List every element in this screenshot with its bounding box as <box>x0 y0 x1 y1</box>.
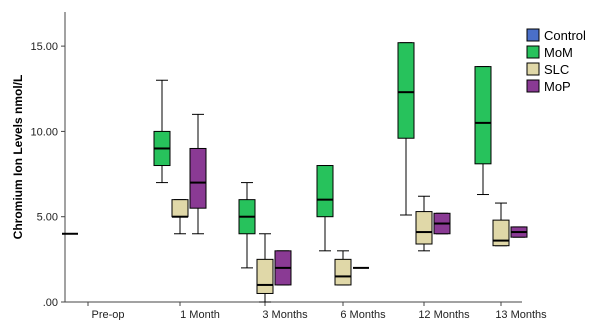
x-tick-label: 12 Months <box>418 309 470 320</box>
x-tick-label: 13 Months <box>495 309 547 320</box>
y-tick-label: 5.00 <box>37 212 58 224</box>
legend-swatch-slc <box>526 62 540 76</box>
legend-label-mop: MoP <box>544 79 571 94</box>
y-tick-label: 15.00 <box>30 41 58 53</box>
box-mom-5 <box>474 66 492 196</box>
box-mop-5 <box>510 226 528 238</box>
box-slc-3 <box>334 250 352 286</box>
axes <box>61 12 522 306</box>
box-iqr <box>334 258 352 286</box>
box-mop-1 <box>189 113 207 235</box>
box-iqr <box>256 258 274 294</box>
x-tick-label: 3 Months <box>262 309 308 320</box>
x-tick-label: Pre-op <box>91 309 124 320</box>
legend-swatch-mop <box>526 79 540 93</box>
box-mom-1 <box>153 79 171 184</box>
box-slc-1 <box>171 199 189 235</box>
box-iqr <box>171 199 189 218</box>
box-iqr <box>492 219 510 247</box>
box-mom-4 <box>397 42 415 216</box>
box-mop-4 <box>433 212 451 235</box>
y-axis-label: Chromium Ion Levels nmol/L <box>11 75 25 240</box>
y-tick-label: .00 <box>43 297 58 309</box>
legend: Control MoM SLC MoP <box>526 28 586 94</box>
x-tick-label: 1 Month <box>180 309 220 320</box>
box-mom-3 <box>316 165 334 252</box>
box-iqr <box>316 165 334 218</box>
labels: .00 5.00 10.00 15.00 Pre-op 1 Month 3 Months 6 … <box>11 41 547 321</box>
box-iqr <box>474 66 492 165</box>
legend-label-slc: SLC <box>544 62 569 77</box>
legend-label-control: Control <box>544 28 586 43</box>
legend-swatch-mom <box>526 45 540 59</box>
x-tick-label: 6 Months <box>340 309 386 320</box>
legend-swatch-control <box>526 28 540 42</box>
box-mom-2 <box>238 182 256 269</box>
box-slc-4 <box>415 195 433 252</box>
box-iqr <box>189 147 207 209</box>
box-slc-2 <box>256 233 274 303</box>
box-slc-5 <box>492 202 510 247</box>
box-iqr <box>415 211 433 245</box>
boxes <box>62 42 528 303</box>
box-mop-2 <box>274 250 292 286</box>
legend-label-mom: MoM <box>544 45 573 60</box>
box-iqr <box>397 42 415 139</box>
y-tick-label: 10.00 <box>30 126 58 138</box>
